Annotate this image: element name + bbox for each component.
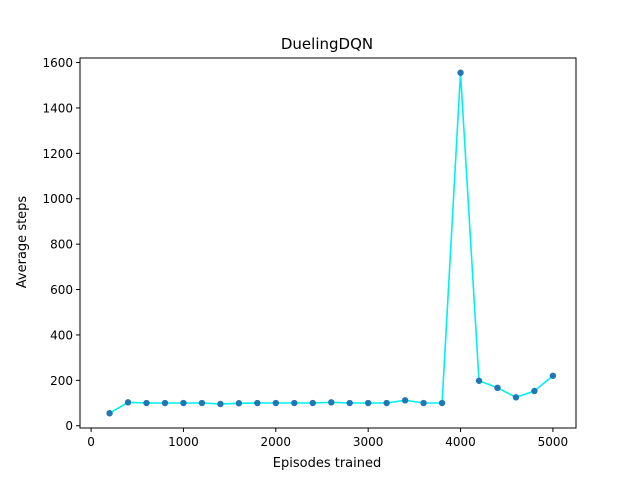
x-tick-label: 4000 <box>445 435 476 449</box>
data-point <box>346 399 353 407</box>
data-point <box>457 69 464 76</box>
y-tick-label: 400 <box>50 328 73 342</box>
y-tick-label: 0 <box>65 419 73 433</box>
data-point <box>198 399 206 407</box>
data-point <box>143 399 150 407</box>
x-axis-label: Episodes trained <box>273 456 381 471</box>
y-axis-label: Average steps <box>15 196 30 289</box>
data-point <box>512 394 520 401</box>
plot-area: 0 1000 2000 3000 4000 5000 0 200 400 600 800 1000 12… <box>42 56 577 449</box>
data-point <box>475 377 483 384</box>
x-tick-label: 3000 <box>353 435 384 449</box>
data-point <box>217 400 224 408</box>
data-point <box>309 399 316 407</box>
data-point <box>106 410 113 417</box>
x-tick-label: 2000 <box>261 435 292 449</box>
y-tick-label: 1400 <box>42 101 73 115</box>
data-point <box>364 399 372 407</box>
data-point <box>549 372 557 379</box>
data-point <box>531 387 538 395</box>
data-point <box>494 384 501 392</box>
data-point <box>420 399 427 407</box>
y-tick-label: 1600 <box>42 56 73 70</box>
x-tick-label: 1000 <box>168 435 199 449</box>
x-tick-label: 0 <box>87 435 95 449</box>
y-tick-label: 800 <box>50 238 73 252</box>
data-point <box>328 399 335 406</box>
axes-frame <box>79 57 577 429</box>
y-tick-label: 200 <box>50 374 73 388</box>
data-point <box>401 397 409 404</box>
y-tick-label: 1200 <box>42 147 73 161</box>
x-tick-label: 5000 <box>538 435 569 449</box>
data-point <box>272 399 280 407</box>
data-point <box>438 399 446 407</box>
chart-title: DuelingDQN <box>281 35 373 53</box>
data-point <box>161 399 169 407</box>
y-tick-label: 600 <box>50 283 73 297</box>
data-point <box>235 400 243 407</box>
data-point <box>124 399 132 406</box>
data-point <box>180 399 187 407</box>
data-point <box>254 399 261 407</box>
data-point <box>291 399 298 407</box>
y-tick-label: 1000 <box>42 192 73 206</box>
data-point <box>383 399 390 407</box>
